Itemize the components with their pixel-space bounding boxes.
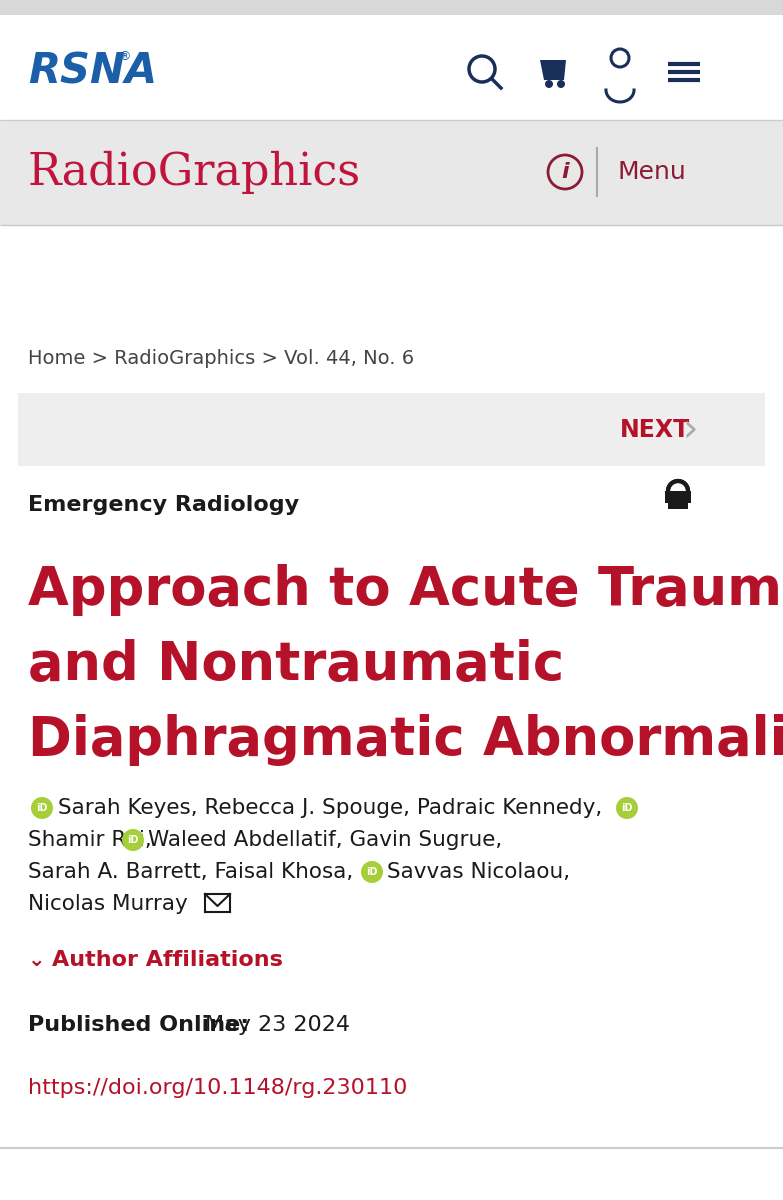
- Text: May 23 2024: May 23 2024: [205, 1015, 350, 1034]
- FancyBboxPatch shape: [0, 1148, 783, 1200]
- FancyBboxPatch shape: [0, 14, 783, 120]
- Circle shape: [122, 829, 144, 851]
- FancyBboxPatch shape: [0, 790, 783, 946]
- FancyBboxPatch shape: [0, 226, 783, 230]
- Circle shape: [557, 80, 565, 88]
- Text: and Nontraumatic: and Nontraumatic: [28, 638, 564, 691]
- Text: Savvas Nicolaou,: Savvas Nicolaou,: [387, 862, 570, 882]
- FancyBboxPatch shape: [0, 0, 783, 14]
- Text: Approach to Acute Traumatic: Approach to Acute Traumatic: [28, 564, 783, 616]
- Text: iD: iD: [36, 803, 48, 814]
- Circle shape: [31, 797, 53, 818]
- FancyBboxPatch shape: [0, 990, 783, 1060]
- FancyBboxPatch shape: [0, 120, 783, 226]
- Text: NEXT: NEXT: [620, 418, 691, 442]
- Text: Home > RadioGraphics > Vol. 44, No. 6: Home > RadioGraphics > Vol. 44, No. 6: [28, 348, 414, 367]
- Text: ›: ›: [682, 410, 698, 449]
- Text: ⌄: ⌄: [28, 950, 45, 970]
- Circle shape: [616, 797, 638, 818]
- Text: i: i: [561, 162, 568, 182]
- Text: RadioGraphics: RadioGraphics: [28, 150, 361, 193]
- FancyBboxPatch shape: [665, 491, 691, 503]
- FancyBboxPatch shape: [0, 1060, 783, 1120]
- Text: iD: iD: [366, 866, 377, 877]
- Text: Published Online:: Published Online:: [28, 1015, 249, 1034]
- FancyBboxPatch shape: [0, 535, 783, 805]
- Text: Menu: Menu: [618, 160, 687, 184]
- Circle shape: [545, 80, 553, 88]
- FancyBboxPatch shape: [0, 226, 783, 314]
- Text: Emergency Radiology: Emergency Radiology: [28, 494, 299, 515]
- Text: Waleed Abdellatif, Gavin Sugrue,: Waleed Abdellatif, Gavin Sugrue,: [148, 830, 502, 850]
- Text: RSNA: RSNA: [28, 50, 157, 92]
- FancyBboxPatch shape: [0, 930, 783, 990]
- Text: Sarah A. Barrett, Faisal Khosa,: Sarah A. Barrett, Faisal Khosa,: [28, 862, 353, 882]
- Polygon shape: [540, 60, 566, 80]
- Text: Shamir Rai,: Shamir Rai,: [28, 830, 152, 850]
- FancyBboxPatch shape: [18, 392, 765, 466]
- Text: Nicolas Murray: Nicolas Murray: [28, 894, 188, 914]
- FancyBboxPatch shape: [0, 460, 783, 535]
- FancyBboxPatch shape: [668, 491, 688, 509]
- Text: https://doi.org/10.1148/rg.230110: https://doi.org/10.1148/rg.230110: [28, 1078, 407, 1098]
- Text: iD: iD: [128, 835, 139, 845]
- Circle shape: [361, 862, 383, 883]
- Text: Author Affiliations: Author Affiliations: [52, 950, 283, 970]
- Text: Diaphragmatic Abnormalities: Diaphragmatic Abnormalities: [28, 714, 783, 766]
- Text: iD: iD: [621, 803, 633, 814]
- Text: ®: ®: [118, 50, 131, 64]
- Text: Sarah Keyes, Rebecca J. Spouge, Padraic Kennedy,: Sarah Keyes, Rebecca J. Spouge, Padraic …: [58, 798, 602, 818]
